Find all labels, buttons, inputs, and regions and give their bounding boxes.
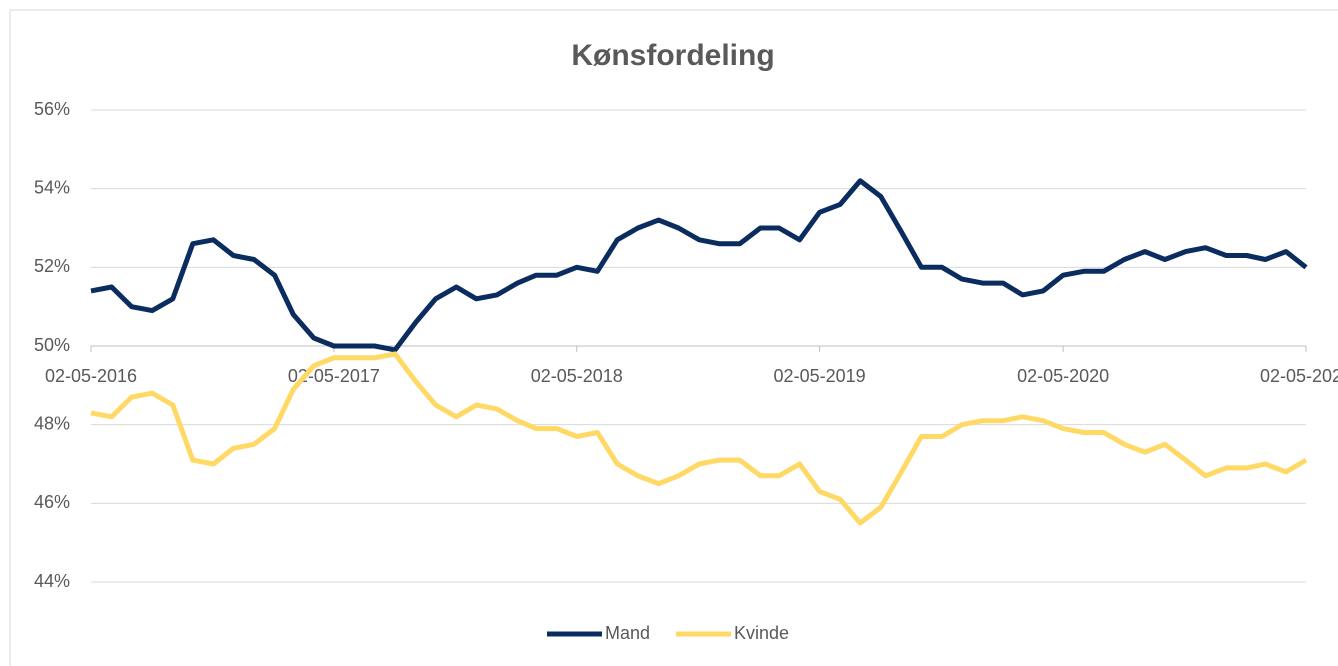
chart-border — [9, 9, 1338, 666]
x-tick-label: 02-05-2016 — [45, 366, 137, 386]
y-tick-label: 50% — [34, 335, 70, 355]
chart-title: Kønsfordeling — [571, 39, 774, 72]
x-tick-label: 02-05-2018 — [531, 366, 623, 386]
y-tick-label: 46% — [34, 492, 70, 512]
y-tick-label: 56% — [34, 99, 70, 119]
y-tick-label: 52% — [34, 256, 70, 276]
y-tick-label: 48% — [34, 413, 70, 433]
y-tick-label: 54% — [34, 177, 70, 197]
legend-label: Kvinde — [734, 623, 789, 643]
y-tick-label: 44% — [34, 571, 70, 591]
series-line — [90, 178, 1308, 353]
legend-label: Mand — [605, 623, 650, 643]
x-tick-label: 02-05-2019 — [774, 366, 866, 386]
x-tick-label: 02-05-2020 — [1017, 366, 1109, 386]
x-tick-label: 02-05-2021 — [1260, 366, 1338, 386]
series-line — [90, 351, 1308, 526]
